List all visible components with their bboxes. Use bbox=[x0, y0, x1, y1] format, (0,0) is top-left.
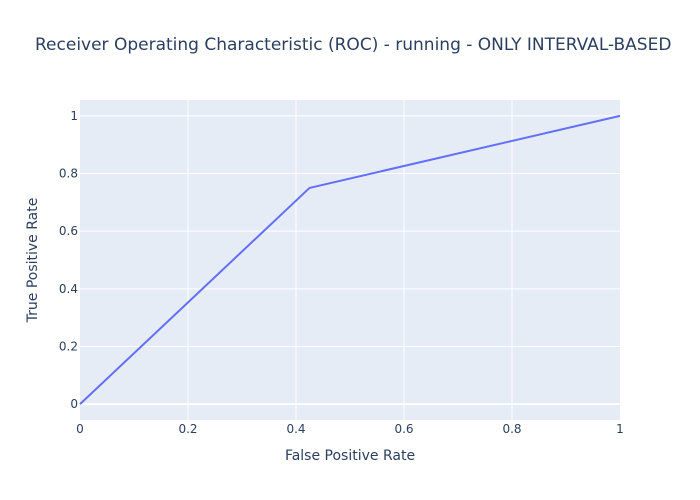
roc-curve-line bbox=[79, 114, 621, 405]
y-tick-label: 0.2 bbox=[59, 339, 78, 353]
y-axis-title: True Positive Rate bbox=[25, 198, 41, 324]
plot-area bbox=[80, 100, 620, 420]
x-tick-label: 0.4 bbox=[286, 422, 305, 436]
y-tick-label: 0.4 bbox=[59, 282, 78, 296]
x-tick-label: 0.2 bbox=[178, 422, 197, 436]
y-tick-label: 1 bbox=[70, 109, 78, 123]
x-tick-label: 0.6 bbox=[394, 422, 413, 436]
y-tick-label: 0.6 bbox=[59, 224, 78, 238]
y-tick-label: 0 bbox=[70, 397, 78, 411]
x-tick-label: 0 bbox=[76, 422, 84, 436]
chart-title: Receiver Operating Characteristic (ROC) … bbox=[35, 35, 671, 55]
tick-labels: 0 0.2 0.4 0.6 0.8 1 0 0.2 0.4 0.6 0.8 1 bbox=[59, 109, 624, 436]
gridlines bbox=[80, 100, 620, 420]
x-tick-label: 0.8 bbox=[502, 422, 521, 436]
y-tick-label: 0.8 bbox=[59, 167, 78, 181]
x-axis-title: False Positive Rate bbox=[285, 448, 415, 464]
x-tick-label: 1 bbox=[616, 422, 624, 436]
series-layer bbox=[79, 114, 621, 405]
